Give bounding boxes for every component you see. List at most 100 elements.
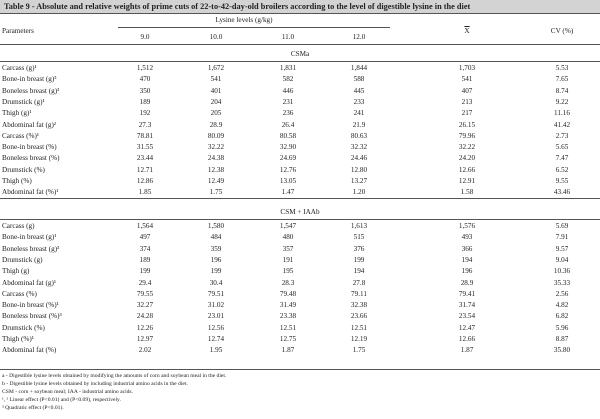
cell-level-1: 374	[139, 244, 151, 253]
row-label: Abdominal fat (g)²	[2, 120, 57, 129]
cell-level-1: 189	[139, 97, 151, 106]
cell-cv: 10.36	[553, 267, 571, 276]
cell-cv: 8.74	[555, 86, 569, 95]
footnote: a - Digestible lysine levels obtained by…	[2, 373, 227, 379]
cell-mean: 1.58	[460, 188, 474, 197]
cell-cv: 11.16	[554, 109, 570, 118]
cell-level-3: 357	[282, 244, 294, 253]
section-title: CSM + IAAb	[280, 208, 320, 216]
cell-mean: 12.91	[458, 177, 476, 185]
cell-cv: 5.53	[555, 64, 569, 72]
cell-level-2: 12.38	[207, 165, 225, 174]
cell-level-1: 78.81	[136, 131, 154, 140]
rule-section-break	[0, 198, 600, 199]
cell-mean: 28.9	[460, 278, 474, 287]
row-label: Carcass (%)¹	[2, 131, 40, 140]
row-label: Drumstick (%)	[2, 323, 45, 332]
cell-level-4: 1,613	[350, 222, 368, 230]
row-label: Carcass (g)	[2, 222, 35, 230]
cell-level-4: 32.32	[350, 143, 368, 152]
row-label: Bone-in breast (%)	[2, 143, 57, 152]
cell-level-4: 588	[353, 75, 365, 84]
cell-level-3: 1,547	[279, 222, 297, 230]
cell-level-4: 24.46	[350, 154, 368, 163]
cell-level-3: 195	[282, 267, 294, 276]
row-label: Boneless breast (%)³	[2, 312, 62, 321]
cell-mean: 79.96	[458, 131, 476, 140]
cell-cv: 7.65	[555, 75, 569, 84]
row-label: Bone-in breast (g)³	[2, 75, 57, 84]
cell-level-3: 1.47	[281, 188, 295, 197]
row-label: Carcass (%)	[2, 289, 37, 298]
cell-cv: 7.91	[555, 233, 569, 242]
cell-level-4: 241	[353, 109, 365, 118]
cell-level-1: 23.44	[136, 154, 154, 163]
cell-cv: 5.65	[555, 143, 569, 152]
header-parameters: Parameters	[2, 27, 34, 35]
cell-level-2: 1,580	[207, 222, 225, 230]
cell-level-2: 484	[210, 233, 222, 242]
cell-level-4: 79.11	[351, 289, 367, 298]
cell-cv: 9.04	[555, 255, 569, 264]
row-label: Drumstick (g)¹	[2, 97, 45, 106]
cell-mean: 541	[461, 75, 473, 84]
cell-level-2: 30.4	[209, 278, 223, 287]
cell-mean: 12.66	[458, 165, 476, 174]
header-level-4: 12.0	[352, 33, 366, 41]
cell-level-3: 12.51	[279, 323, 297, 332]
cell-mean: 194	[461, 255, 473, 264]
rule-header-bottom	[0, 44, 600, 45]
cell-level-2: 205	[210, 109, 222, 118]
cell-level-1: 199	[139, 267, 151, 276]
cell-level-3: 480	[282, 233, 294, 242]
cell-level-2: 1.75	[209, 188, 223, 197]
rule-top	[0, 13, 600, 14]
cell-level-2: 79.51	[207, 289, 225, 298]
cell-level-4: 12.51	[350, 323, 368, 332]
cell-level-1: 27.3	[138, 120, 152, 129]
header-level-3: 11.0	[281, 33, 295, 41]
section-rule	[0, 61, 600, 62]
cell-level-2: 401	[210, 86, 222, 95]
cell-mean: 493	[461, 233, 473, 242]
cell-level-4: 12.19	[350, 335, 368, 343]
cell-level-2: 541	[210, 75, 222, 84]
cell-cv: 6.52	[555, 165, 569, 174]
cell-level-3: 23.38	[279, 312, 297, 321]
cell-mean: 366	[461, 244, 473, 253]
cell-level-1: 1,512	[136, 64, 154, 72]
cell-cv: 35.80	[553, 346, 571, 355]
cell-level-3: 231	[282, 97, 294, 106]
row-label: Abdominal fat (%)	[2, 346, 57, 355]
cell-level-1: 24.28	[136, 312, 154, 321]
cell-level-3: 191	[282, 255, 294, 264]
cell-level-2: 1,672	[207, 64, 225, 72]
cell-cv: 4.82	[555, 301, 569, 310]
footnote: ³ Quadratic effect (P<0.01).	[2, 405, 64, 411]
cell-cv: 2.56	[555, 289, 569, 298]
cell-level-2: 80.09	[207, 131, 225, 140]
cell-level-3: 1.87	[281, 346, 295, 355]
header-mean: X	[464, 27, 470, 35]
row-label: Thigh (g)¹	[2, 109, 32, 118]
header-lysine-levels: Lysine levels (g/kg)	[215, 16, 273, 24]
section-rule	[0, 219, 600, 220]
cell-level-2: 204	[210, 97, 222, 106]
row-label: Thigh (%)¹	[2, 335, 34, 343]
cell-level-3: 446	[282, 86, 294, 95]
cell-level-1: 12.26	[136, 323, 154, 332]
row-label: Drumstick (%)	[2, 165, 45, 174]
cell-level-1: 32.27	[136, 301, 154, 310]
cell-mean: 1.87	[460, 346, 474, 355]
cell-level-1: 192	[139, 109, 151, 118]
cell-level-4: 376	[353, 244, 365, 253]
cell-mean: 79.41	[458, 289, 476, 298]
row-label: Bone-in breast (g)¹	[2, 233, 57, 242]
rule-bottom	[0, 369, 600, 370]
cell-level-3: 28.3	[281, 278, 295, 287]
cell-mean: 26.15	[458, 120, 476, 129]
cell-level-4: 80.63	[350, 131, 368, 140]
cell-level-2: 359	[210, 244, 222, 253]
cell-level-2: 12.74	[207, 335, 225, 343]
